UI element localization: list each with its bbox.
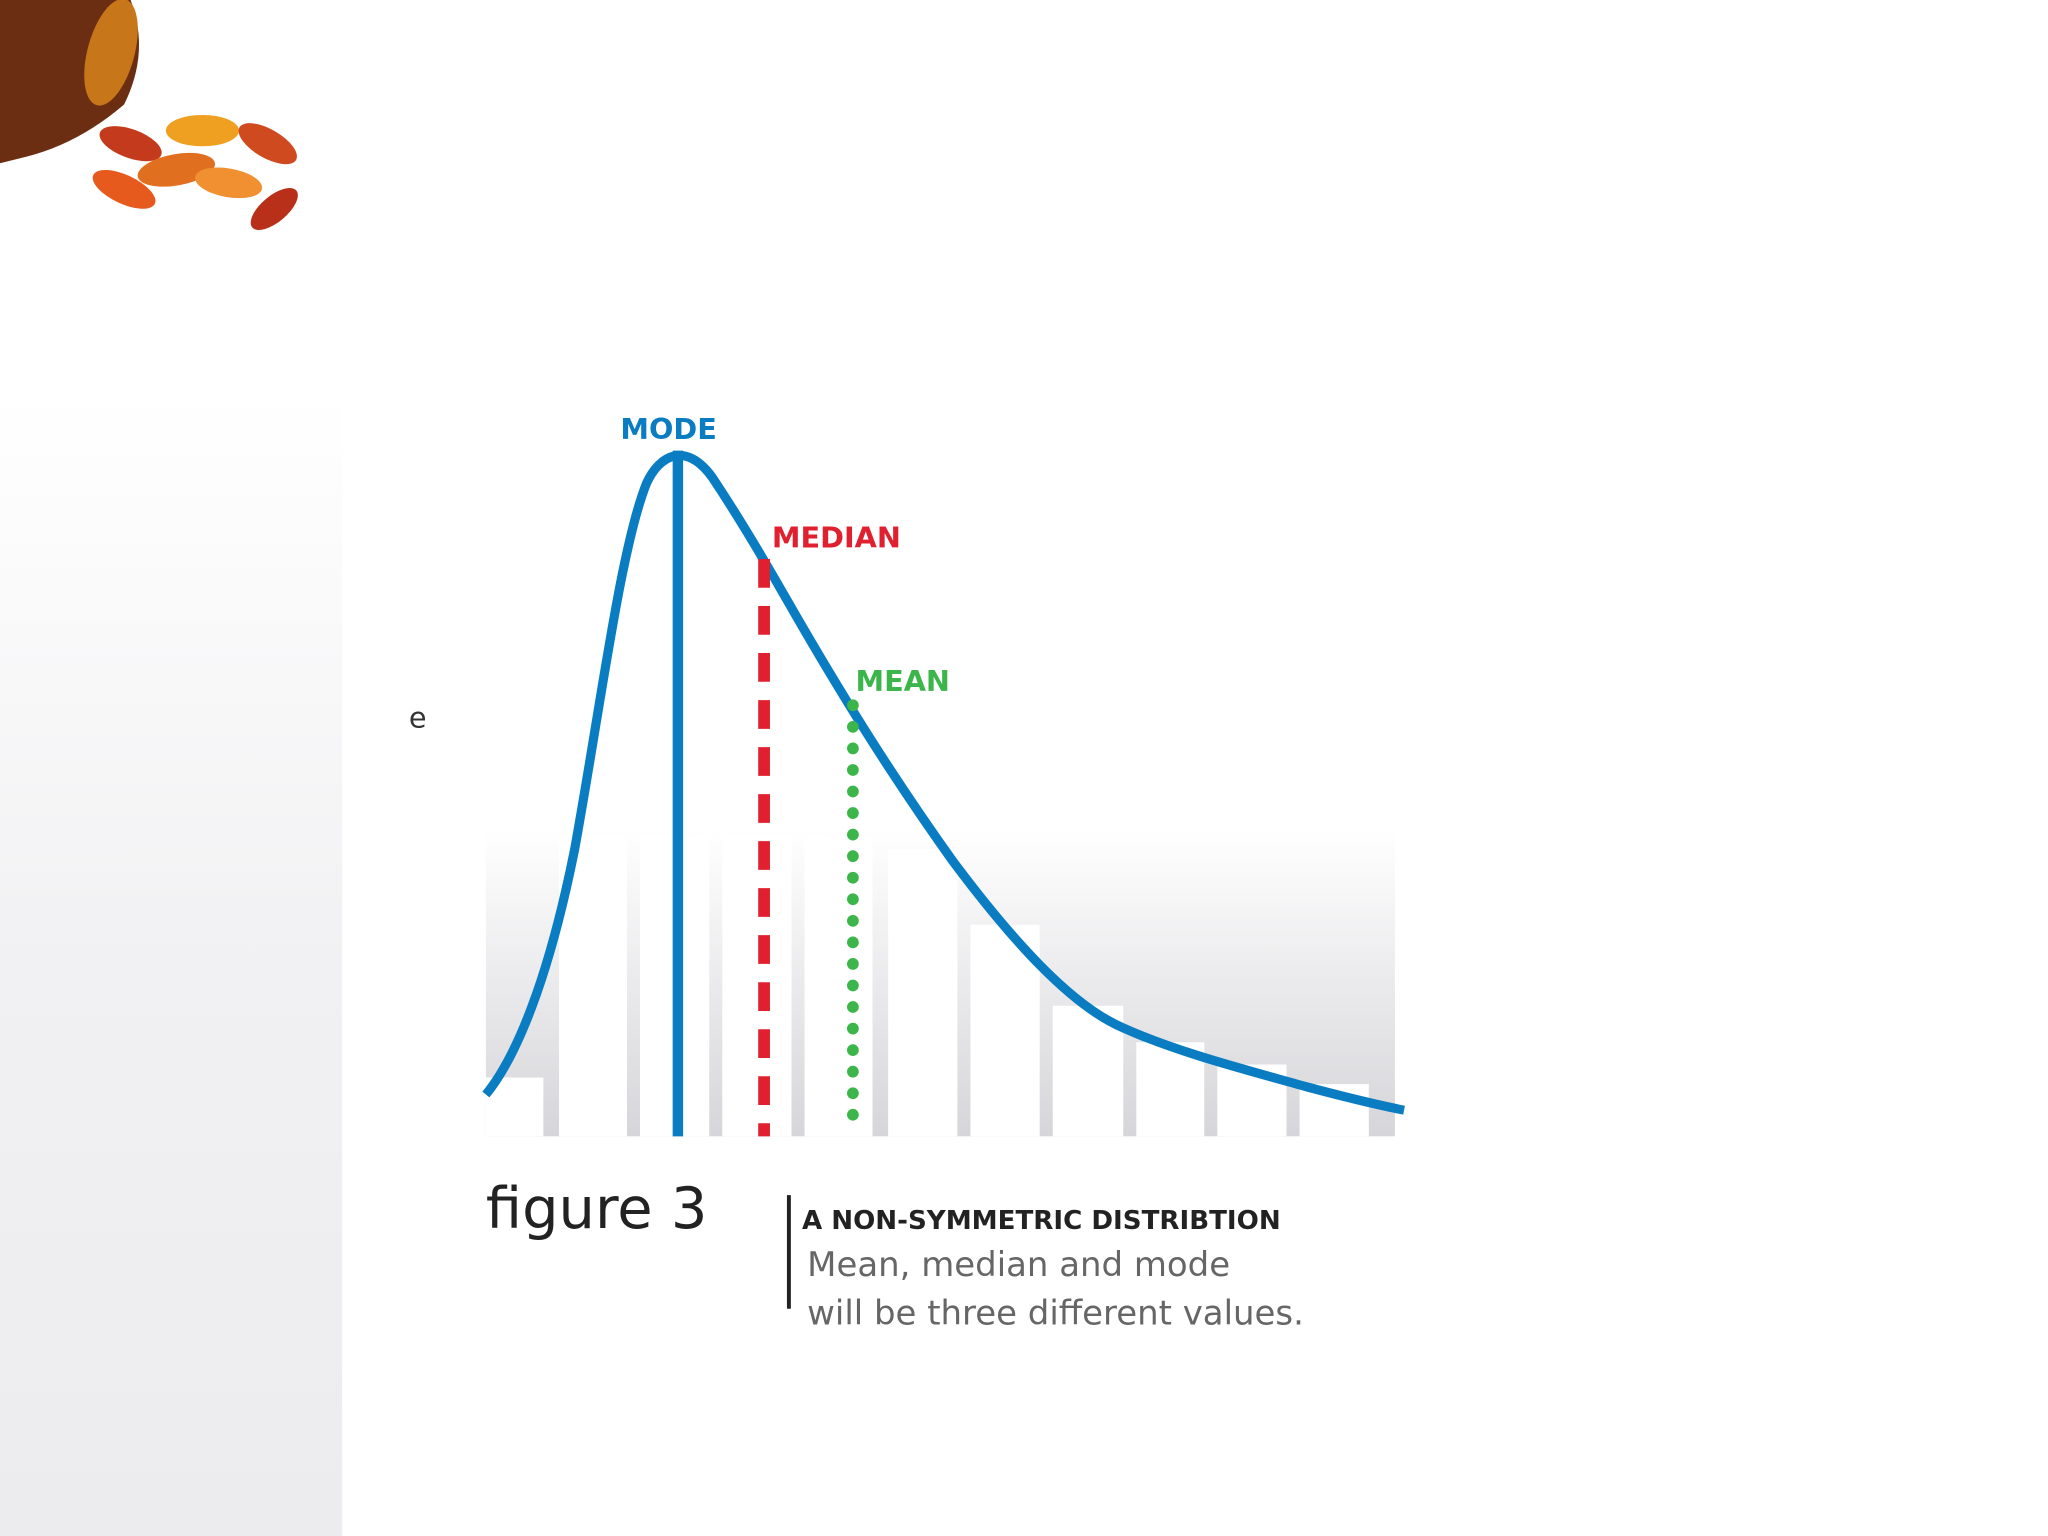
mean-label: MEAN xyxy=(856,664,950,698)
caption-title: A NON-SYMMETRIC DISTRIBTION xyxy=(802,1206,1281,1236)
caption-line: will be three different values. xyxy=(807,1293,1304,1333)
median-label: MEDIAN xyxy=(772,520,901,554)
side-panel xyxy=(0,391,343,1536)
histogram-bars xyxy=(485,835,1369,1137)
stray-text: e xyxy=(409,701,427,735)
figure-number: figure 3 xyxy=(486,1175,708,1242)
pills-image xyxy=(0,0,298,230)
caption-line: Mean, median and mode xyxy=(807,1245,1230,1285)
mode-label: MODE xyxy=(620,412,716,446)
distribution-curve xyxy=(482,450,1405,1115)
